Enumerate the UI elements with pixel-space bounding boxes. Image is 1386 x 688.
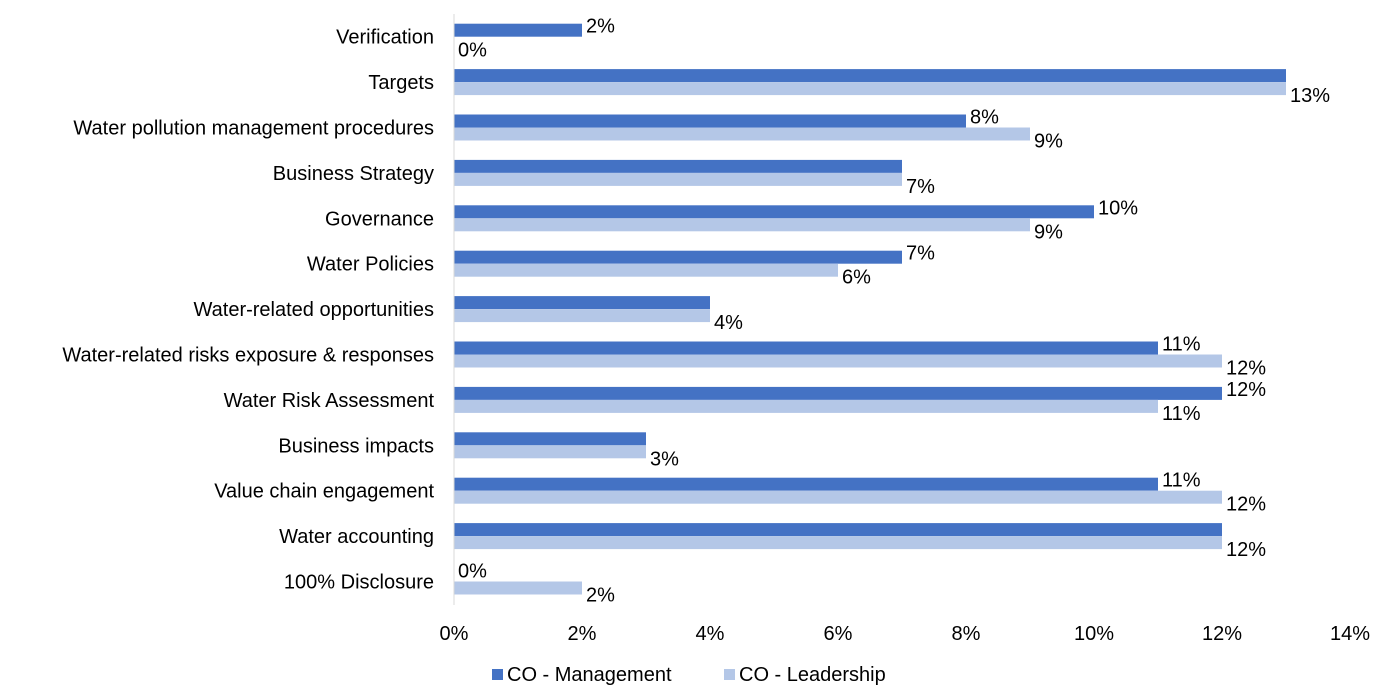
category-labels: Verification Targets Water pollution manag… bbox=[62, 27, 434, 594]
bar-co-leadership-water-risk-assessment bbox=[454, 399, 1158, 413]
x-tick-labels: 0% 2% 4% 6% 8% 10% 12% 14% bbox=[440, 623, 1371, 645]
bars-group bbox=[454, 23, 1286, 595]
legend: CO - Management CO - Leadership bbox=[492, 664, 886, 686]
bar-co-leadership-water-policies bbox=[454, 263, 838, 277]
category-label-governance: Governance bbox=[325, 208, 434, 230]
bar-co-management-targets bbox=[454, 69, 1286, 83]
bar-co-management-water-accounting bbox=[454, 523, 1222, 537]
x-tick-label: 12% bbox=[1202, 623, 1242, 645]
bar-co-management-water-risk-assessment bbox=[454, 386, 1222, 400]
bar-co-management-water-pollution-management-procedures bbox=[454, 114, 966, 128]
data-label-co-leadership-water-pollution-management-procedures: 9% bbox=[1034, 131, 1063, 153]
data-label-co-management-value-chain-engagement: 11% bbox=[1162, 470, 1201, 492]
bar-co-leadership-water-accounting bbox=[454, 536, 1222, 550]
category-label-water-policies: Water Policies bbox=[307, 254, 434, 276]
category-label-business-strategy: Business Strategy bbox=[273, 163, 434, 185]
category-label-100-disclosure: 100% Disclosure bbox=[284, 572, 434, 594]
data-label-co-management-100-disclosure: 0% bbox=[458, 561, 487, 583]
category-label-water-pollution-management-procedures: Water pollution management procedures bbox=[73, 118, 434, 140]
x-tick-label: 0% bbox=[440, 623, 469, 645]
data-label-co-leadership-water-related-risks-exposure-responses: 12% bbox=[1226, 358, 1266, 380]
bar-co-management-business-strategy bbox=[454, 159, 902, 173]
legend-swatch-co-management bbox=[492, 669, 503, 680]
data-label-co-management-water-pollution-management-procedures: 8% bbox=[970, 107, 999, 129]
category-label-value-chain-engagement: Value chain engagement bbox=[214, 481, 434, 503]
bar-co-management-value-chain-engagement bbox=[454, 477, 1158, 491]
data-label-co-leadership-verification: 0% bbox=[458, 40, 487, 62]
bar-co-leadership-water-related-opportunities bbox=[454, 309, 710, 323]
bar-co-management-water-related-risks-exposure-responses bbox=[454, 341, 1158, 355]
bar-co-management-verification bbox=[454, 23, 582, 37]
category-label-water-related-risks-exposure-responses: Water-related risks exposure & responses bbox=[62, 345, 434, 367]
x-tick-label: 6% bbox=[824, 623, 853, 645]
category-label-business-impacts: Business impacts bbox=[278, 435, 434, 457]
legend-swatch-co-leadership bbox=[724, 669, 735, 680]
category-label-targets: Targets bbox=[368, 72, 434, 94]
bar-co-leadership-water-pollution-management-procedures bbox=[454, 127, 1030, 141]
data-label-co-management-water-related-risks-exposure-responses: 11% bbox=[1162, 334, 1201, 356]
bar-co-management-business-impacts bbox=[454, 432, 646, 446]
data-label-co-management-water-risk-assessment: 12% bbox=[1226, 379, 1266, 401]
data-label-co-leadership-water-related-opportunities: 4% bbox=[714, 312, 743, 334]
data-label-co-leadership-water-policies: 6% bbox=[842, 267, 871, 289]
data-label-co-leadership-governance: 9% bbox=[1034, 221, 1063, 243]
data-label-co-management-verification: 2% bbox=[586, 16, 615, 38]
bar-co-management-water-related-opportunities bbox=[454, 296, 710, 310]
category-label-water-related-opportunities: Water-related opportunities bbox=[194, 299, 435, 321]
data-label-co-leadership-targets: 13% bbox=[1290, 85, 1330, 107]
bar-co-leadership-100-disclosure bbox=[454, 581, 582, 595]
category-label-verification: Verification bbox=[336, 27, 434, 49]
data-label-co-leadership-100-disclosure: 2% bbox=[586, 585, 615, 607]
data-label-co-management-governance: 10% bbox=[1098, 197, 1138, 219]
x-tick-label: 8% bbox=[952, 623, 981, 645]
category-label-water-risk-assessment: Water Risk Assessment bbox=[224, 390, 435, 412]
bar-co-leadership-value-chain-engagement bbox=[454, 490, 1222, 504]
category-label-water-accounting: Water accounting bbox=[279, 526, 434, 548]
legend-label-co-management: CO - Management bbox=[507, 664, 672, 686]
x-tick-label: 10% bbox=[1074, 623, 1114, 645]
data-label-co-management-water-policies: 7% bbox=[906, 243, 935, 265]
bar-co-management-governance bbox=[454, 205, 1094, 219]
data-label-co-leadership-business-impacts: 3% bbox=[650, 448, 679, 470]
bar-co-leadership-business-strategy bbox=[454, 172, 902, 186]
x-tick-label: 4% bbox=[696, 623, 725, 645]
x-tick-label: 2% bbox=[568, 623, 597, 645]
data-label-co-leadership-water-accounting: 12% bbox=[1226, 539, 1266, 561]
data-label-co-leadership-water-risk-assessment: 11% bbox=[1162, 403, 1201, 425]
legend-label-co-leadership: CO - Leadership bbox=[739, 664, 886, 686]
x-tick-label: 14% bbox=[1330, 623, 1370, 645]
bar-co-leadership-governance bbox=[454, 218, 1030, 232]
bar-co-leadership-business-impacts bbox=[454, 445, 646, 459]
bar-co-leadership-targets bbox=[454, 82, 1286, 96]
data-label-co-leadership-business-strategy: 7% bbox=[906, 176, 935, 198]
data-label-co-leadership-value-chain-engagement: 12% bbox=[1226, 494, 1266, 516]
bar-co-management-water-policies bbox=[454, 250, 902, 264]
bar-co-leadership-water-related-risks-exposure-responses bbox=[454, 354, 1222, 368]
data-labels: 2%0%13%8%9%7%10%9%7%6%4%11%12%12%11%3%11… bbox=[458, 16, 1330, 607]
